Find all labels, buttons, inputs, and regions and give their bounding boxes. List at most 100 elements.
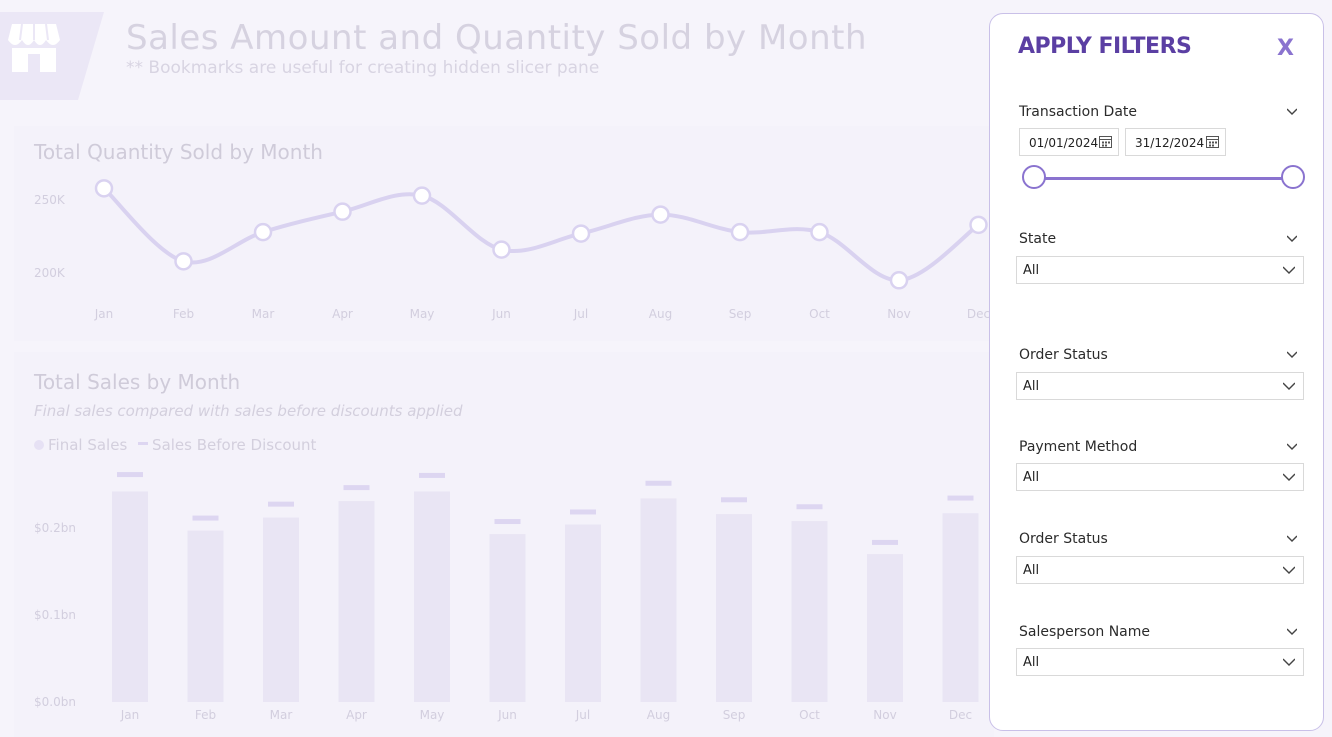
transaction-date-collapse-chevron-icon[interactable] <box>1287 106 1297 116</box>
quantity-data-point <box>889 271 909 290</box>
final-sales-bar <box>112 491 148 702</box>
slicer-payment-method-dropdown[interactable]: All <box>1016 463 1304 491</box>
quantity-line-chart: 250K 200K Jan Feb Mar Apr May Jun Jul Aug Sep Oct No… <box>34 179 990 321</box>
x-axis-tick-label: Mar <box>252 307 275 321</box>
x-axis-tick-label: Dec <box>949 708 972 722</box>
close-button[interactable]: X <box>1277 36 1294 61</box>
final-sales-bar <box>263 517 299 702</box>
sales-chart-subtitle: Final sales compared with sales before d… <box>34 402 463 420</box>
y-axis-tick-label: $0.0bn <box>34 695 76 709</box>
quantity-series-line <box>102 186 980 283</box>
x-axis-tick-label: Jun <box>491 307 511 321</box>
quantity-data-point <box>174 252 193 271</box>
legend-dash-icon <box>138 442 149 445</box>
x-axis-tick-label: Oct <box>799 708 820 722</box>
final-sales-bar <box>565 524 601 702</box>
sales-before-discount-marker <box>494 519 521 525</box>
filter-pane: APPLY FILTERS X Transaction Date 01/01/2… <box>989 13 1324 731</box>
final-sales-bar <box>942 513 979 702</box>
x-axis-tick-label: Apr <box>332 307 353 321</box>
page-subtitle: ** Bookmarks are useful for creating hid… <box>126 58 600 78</box>
x-axis-tick-label: Dec <box>967 307 990 321</box>
slicer-state-dropdown[interactable]: All <box>1016 256 1304 284</box>
quantity-data-point <box>94 179 114 198</box>
y-axis-tick-label: $0.2bn <box>34 521 76 535</box>
slicer-payment-method-collapse-chevron-icon[interactable] <box>1287 441 1297 451</box>
chevron-down-icon <box>1283 266 1295 274</box>
sales-before-discount-marker <box>872 539 898 545</box>
x-axis-tick-label: Nov <box>887 307 910 321</box>
end-date-input[interactable]: 31/12/2024 <box>1125 128 1226 156</box>
final-sales-bar <box>791 521 828 702</box>
x-axis-tick-label: Mar <box>270 708 293 722</box>
x-axis-tick-label: Jun <box>497 708 517 722</box>
page-title: Sales Amount and Quantity Sold by Month <box>126 18 868 58</box>
slicer-state-collapse-chevron-icon[interactable] <box>1287 233 1297 243</box>
sales-before-discount-marker <box>570 509 596 515</box>
chevron-down-icon <box>1283 658 1295 666</box>
x-axis-tick-label: May <box>410 307 435 321</box>
quantity-data-point <box>571 224 591 243</box>
slicer-salesperson-label: Salesperson Name <box>1019 624 1151 640</box>
date-range-slider-track[interactable] <box>1036 177 1294 180</box>
chevron-down-icon <box>1283 566 1295 574</box>
sales-before-discount-marker <box>645 480 672 486</box>
calendar-icon[interactable] <box>1099 135 1112 148</box>
x-axis-tick-label: Jan <box>120 708 140 722</box>
final-sales-bar <box>414 491 450 702</box>
quantity-data-point <box>651 205 670 224</box>
sales-before-discount-marker <box>343 485 370 491</box>
quantity-chart-card: Total Quantity Sold by Month <box>14 126 994 341</box>
sales-before-discount-marker <box>117 472 143 478</box>
chevron-down-icon <box>1283 473 1295 481</box>
date-range-end-handle[interactable] <box>1281 165 1305 189</box>
start-date-value: 01/01/2024 <box>1029 136 1099 150</box>
calendar-icon[interactable] <box>1206 135 1219 148</box>
slicer-order-status-collapse-chevron-icon[interactable] <box>1287 349 1297 359</box>
slicer-payment-method-label: Payment Method <box>1019 439 1138 455</box>
legend-dot-icon <box>34 440 44 450</box>
final-sales-bar <box>716 514 752 702</box>
slicer-order-status-2-collapse-chevron-icon[interactable] <box>1287 533 1297 543</box>
slicer-order-status-label: Order Status <box>1019 347 1108 363</box>
x-axis-tick-label: May <box>420 708 445 722</box>
end-date-value: 31/12/2024 <box>1135 136 1205 150</box>
legend-final-sales: Final Sales <box>48 436 128 454</box>
final-sales-bar <box>187 530 224 702</box>
x-axis-tick-label: Nov <box>873 708 896 722</box>
final-sales-bar <box>867 554 903 702</box>
sales-before-discount-marker <box>721 497 747 503</box>
x-axis-tick-label: Oct <box>809 307 830 321</box>
slicer-salesperson-dropdown[interactable]: All <box>1016 648 1304 676</box>
quantity-data-point <box>412 186 432 205</box>
slicer-order-status-2-dropdown[interactable]: All <box>1016 556 1304 584</box>
x-axis-tick-label: Apr <box>346 708 367 722</box>
transaction-date-label: Transaction Date <box>1019 104 1138 120</box>
filter-pane-title: APPLY FILTERS <box>1018 34 1192 59</box>
y-axis-tick-label: 200K <box>34 266 66 280</box>
quantity-data-point <box>810 222 829 242</box>
slicer-order-status-dropdown[interactable]: All <box>1016 372 1304 400</box>
sales-chart-title: Total Sales by Month <box>34 370 241 394</box>
y-axis-tick-label: 250K <box>34 193 66 207</box>
slicer-salesperson-collapse-chevron-icon[interactable] <box>1287 626 1297 636</box>
slicer-order-status-value: All <box>1023 379 1040 394</box>
start-date-input[interactable]: 01/01/2024 <box>1019 128 1119 156</box>
sales-bar-chart: $0.2bn $0.1bn $0.0bn Jan Feb Mar Apr May Jun Jul A… <box>34 472 979 722</box>
x-axis-tick-label: Aug <box>647 708 670 722</box>
slicer-payment-method-value: All <box>1023 470 1040 485</box>
slicer-salesperson-value: All <box>1023 655 1040 670</box>
x-axis-tick-label: Aug <box>649 307 672 321</box>
legend-sales-before-discount: Sales Before Discount <box>152 436 317 454</box>
quantity-data-point <box>333 202 352 221</box>
slicer-state-label: State <box>1019 231 1057 247</box>
chevron-down-icon <box>1283 382 1295 390</box>
x-axis-tick-label: Jul <box>575 708 590 722</box>
quantity-data-point <box>969 215 988 235</box>
x-axis-tick-label: Sep <box>729 307 752 321</box>
quantity-data-point <box>730 222 750 242</box>
sales-before-discount-marker <box>192 515 219 521</box>
date-range-start-handle[interactable] <box>1022 165 1046 189</box>
quantity-data-point <box>492 240 511 259</box>
